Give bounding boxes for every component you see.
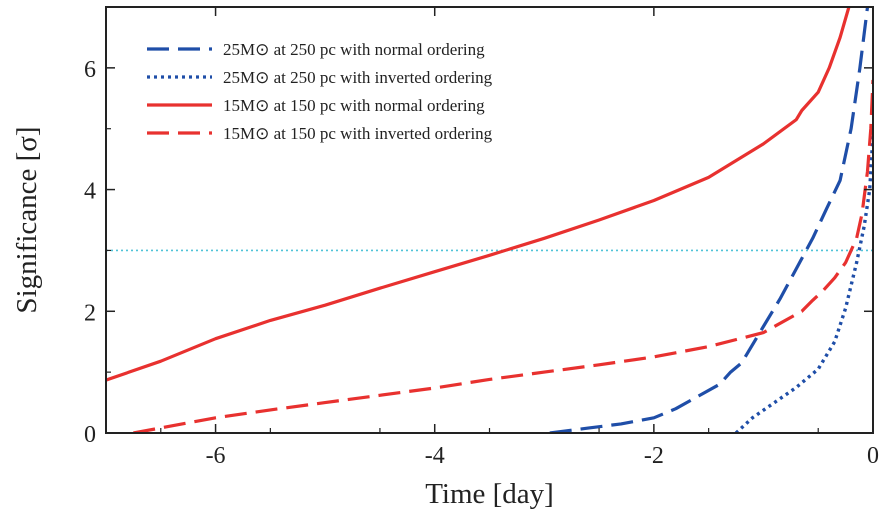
x-tick-label: -6 <box>206 443 226 469</box>
legend-label-2: 25M⊙ at 250 pc with inverted ordering <box>223 68 493 87</box>
y-tick-label: 2 <box>84 300 96 326</box>
legend-label-3: 15M⊙ at 150 pc with normal ordering <box>223 96 485 115</box>
series-line-3 <box>106 7 851 382</box>
y-tick-label: 4 <box>84 179 96 205</box>
series-layer <box>106 7 873 433</box>
y-tick-label: 0 <box>84 422 96 448</box>
series-line-2 <box>734 134 873 433</box>
x-axis-label: Time [day] <box>425 478 554 510</box>
series-line-1 <box>549 7 870 433</box>
x-tick-label: -4 <box>425 443 445 469</box>
series-line-4 <box>133 79 873 433</box>
y-axis-label: Significance [σ] <box>11 126 43 313</box>
legend: 25M⊙ at 250 pc with normal ordering 25M⊙ … <box>147 40 493 143</box>
tick-layer: -6 -4 -2 0 0 2 4 6 <box>84 6 879 469</box>
y-tick-label: 6 <box>84 57 96 83</box>
legend-label-1: 25M⊙ at 250 pc with normal ordering <box>223 40 485 59</box>
x-tick-label: 0 <box>867 443 879 469</box>
legend-label-4: 15M⊙ at 150 pc with inverted ordering <box>223 124 493 143</box>
x-tick-label: -2 <box>644 443 664 469</box>
